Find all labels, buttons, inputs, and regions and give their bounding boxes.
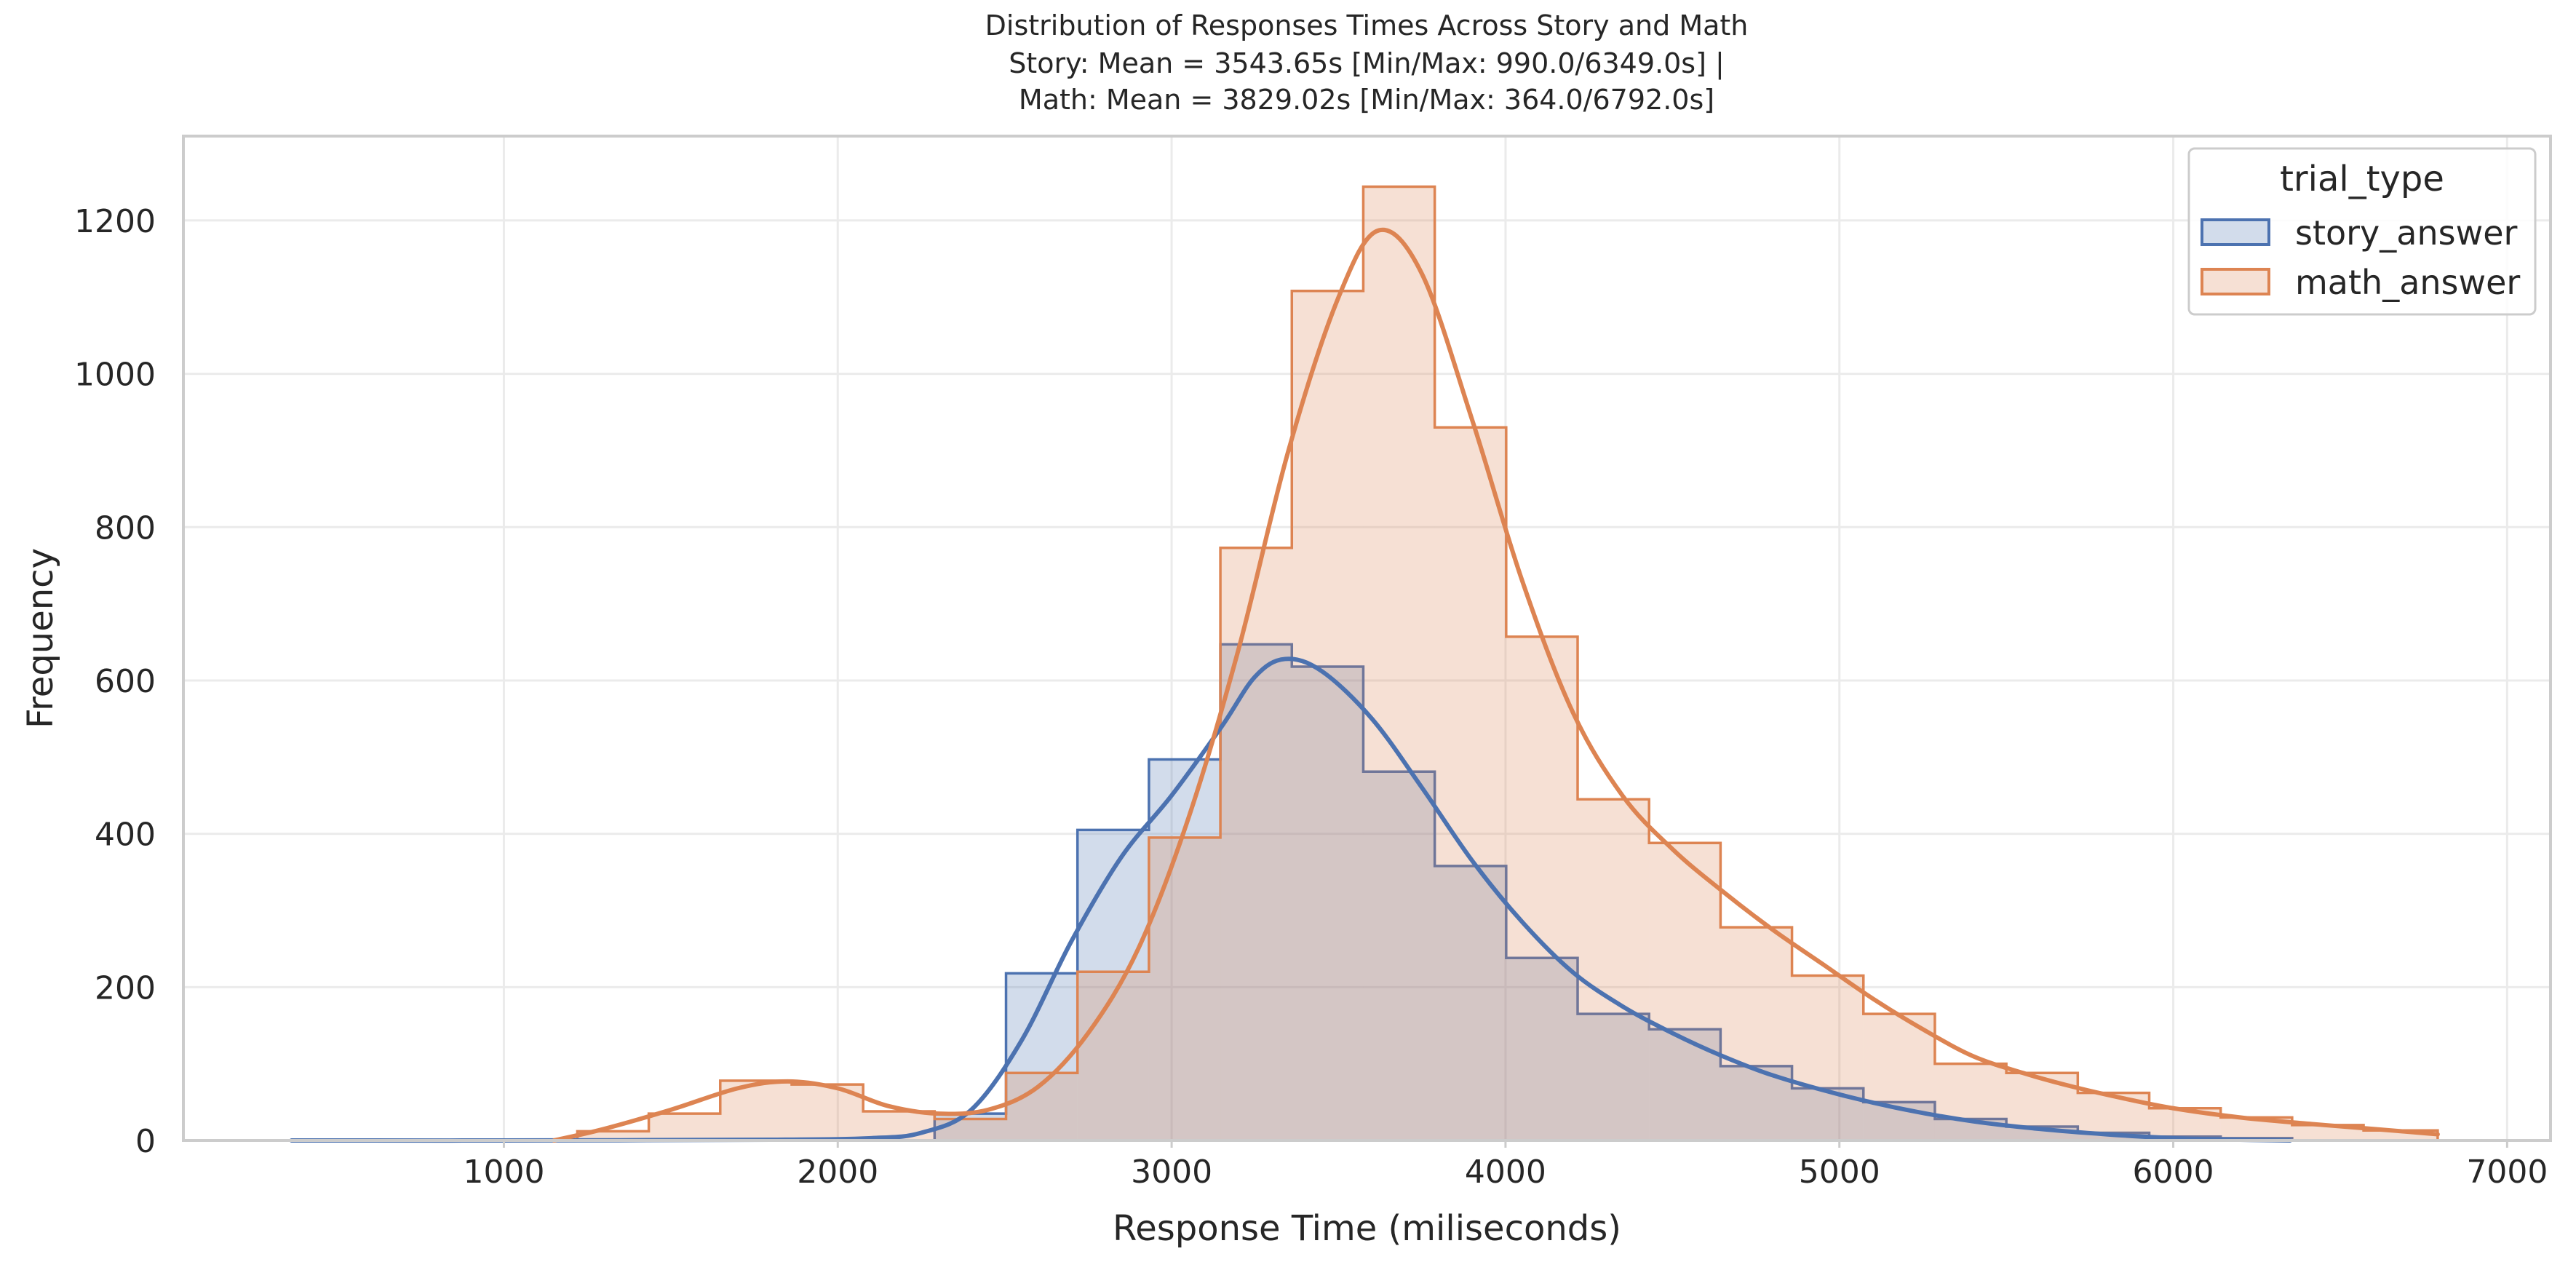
bar-math_answer-23: [1934, 1063, 2007, 1140]
x-tick-label-4000: 4000: [1465, 1154, 1546, 1191]
chart-title: Distribution of Responses Times Across S…: [985, 9, 1749, 116]
title-line-3: Math: Mean = 3829.02s [Min/Max: 364.0/67…: [1019, 84, 1714, 116]
x-tick-label-5000: 5000: [1799, 1154, 1880, 1191]
legend-label-math_answer: math_answer: [2295, 263, 2520, 302]
y-tick-label-1000: 1000: [74, 357, 156, 394]
legend-label-story_answer: story_answer: [2295, 213, 2518, 253]
y-tick-label-1200: 1200: [74, 203, 156, 240]
bar-math_answer-17: [1506, 636, 1578, 1140]
bar-math_answer-5: [648, 1114, 720, 1140]
bar-story_answer-13: [1220, 644, 1292, 1140]
bar-story_answer-15: [1363, 771, 1435, 1140]
title-line-2: Story: Mean = 3543.65s [Min/Max: 990.0/6…: [1009, 47, 1725, 80]
bar-math_answer-14: [1292, 290, 1364, 1140]
x-axis-label: Response Time (miliseconds): [1113, 1208, 1621, 1249]
y-axis-ticks: 0 200 400 600 800 1000 1200: [74, 203, 156, 1160]
y-tick-label-200: 200: [95, 969, 156, 1007]
legend-swatch-math_answer: [2201, 268, 2270, 295]
x-tick-label-6000: 6000: [2133, 1154, 2214, 1191]
y-tick-label-600: 600: [95, 663, 156, 700]
y-tick-label-800: 800: [95, 509, 156, 547]
kde-curves: [289, 227, 2440, 1143]
legend-title: trial_type: [2280, 159, 2444, 199]
bar-math_answer-20: [1720, 927, 1792, 1140]
x-tick-label-1000: 1000: [463, 1154, 544, 1191]
bar-math_answer-22: [1863, 1014, 1935, 1140]
bar-math_answer-9: [934, 1119, 1006, 1140]
y-tick-label-0: 0: [135, 1123, 156, 1160]
title-line-1: Distribution of Responses Times Across S…: [985, 9, 1749, 41]
plot-frame: [182, 135, 2552, 1142]
bar-story_answer-16: [1434, 865, 1506, 1140]
kde-story_answer: [289, 656, 2293, 1143]
bar-math_answer-19: [1649, 843, 1721, 1140]
bar-story_answer-18: [1578, 1014, 1650, 1140]
bar-math_answer-15: [1363, 186, 1435, 1140]
legend: trial_type story_answer math_answer: [2187, 147, 2537, 316]
kde-math_answer: [552, 227, 2440, 1143]
bars-math_answer: [291, 185, 2439, 1142]
bar-math_answer-11: [1077, 972, 1149, 1140]
plot-area: [183, 136, 2551, 1140]
x-tick-label-2000: 2000: [797, 1154, 878, 1191]
bar-math_answer-13: [1220, 547, 1292, 1140]
bar-math_answer-18: [1578, 799, 1650, 1140]
bar-story_answer-14: [1292, 666, 1364, 1140]
y-axis-label: Frequency: [20, 548, 61, 729]
bar-math_answer-21: [1792, 975, 1864, 1140]
bar-math_answer-12: [1148, 837, 1221, 1140]
y-tick-label-400: 400: [95, 817, 156, 854]
bar-story_answer-11: [1077, 830, 1149, 1140]
bar-math_answer-16: [1434, 427, 1506, 1140]
bar-math_answer-28: [2291, 1124, 2364, 1140]
legend-swatch-story_answer: [2201, 218, 2270, 246]
legend-box: [2187, 147, 2537, 316]
bar-story_answer-17: [1506, 958, 1578, 1140]
x-tick-label-3000: 3000: [1131, 1154, 1212, 1191]
histogram-bars: [291, 185, 2439, 1142]
x-tick-label-7000: 7000: [2466, 1154, 2548, 1191]
x-axis-ticks: 1000 2000 3000 4000 5000 6000 7000: [463, 1140, 2548, 1191]
